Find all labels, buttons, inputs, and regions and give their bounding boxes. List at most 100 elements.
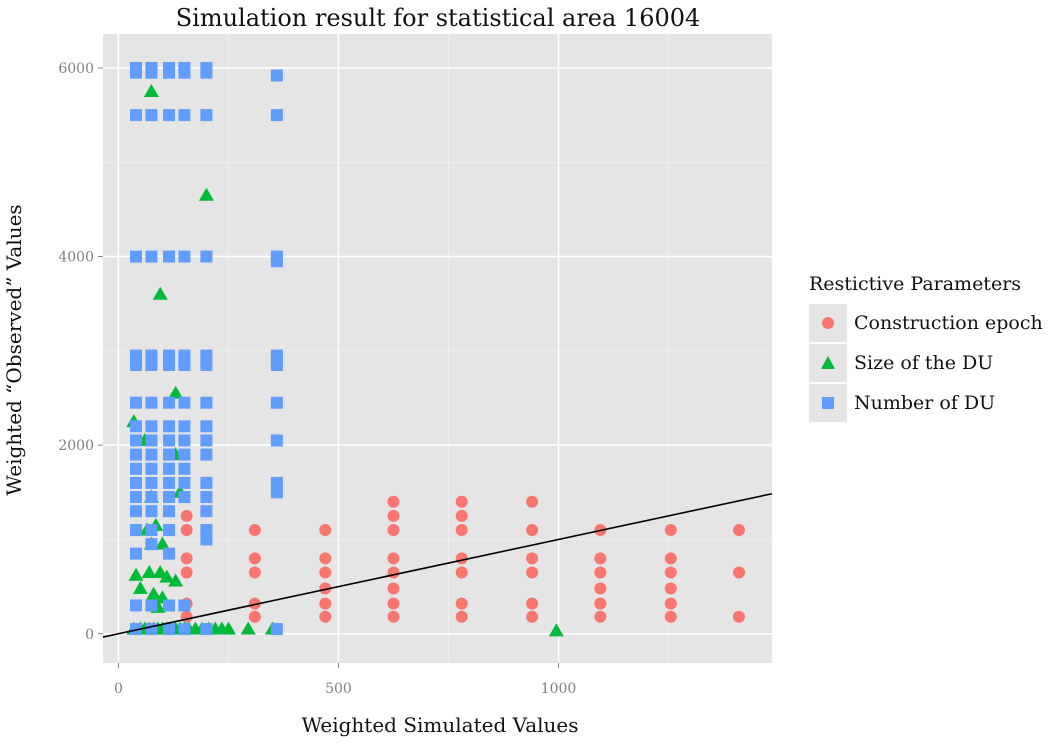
point-size-of-the-du bbox=[198, 187, 214, 201]
point-construction-epoch bbox=[319, 610, 332, 623]
point-number-of-du bbox=[178, 476, 191, 489]
legend-triangle-marker bbox=[821, 356, 835, 369]
point-number-of-du bbox=[178, 462, 191, 475]
legend-square-icon bbox=[809, 384, 847, 422]
point-construction-epoch bbox=[732, 566, 745, 579]
point-construction-epoch bbox=[526, 524, 539, 537]
point-size-of-the-du bbox=[152, 286, 168, 300]
legend-circle-icon bbox=[809, 304, 847, 342]
point-size-of-the-du bbox=[159, 569, 175, 583]
point-number-of-du bbox=[130, 505, 143, 518]
point-size-of-the-du bbox=[143, 84, 159, 98]
point-number-of-du bbox=[178, 599, 191, 612]
point-number-of-du bbox=[163, 109, 176, 122]
point-number-of-du bbox=[163, 396, 176, 409]
point-size-of-the-du bbox=[168, 573, 184, 587]
point-construction-epoch bbox=[387, 524, 400, 537]
point-number-of-du bbox=[130, 109, 143, 122]
point-construction-epoch bbox=[526, 552, 539, 565]
point-number-of-du bbox=[163, 547, 176, 560]
point-construction-epoch bbox=[248, 566, 261, 579]
y-tick-label: 4000 bbox=[58, 250, 94, 266]
point-size-of-the-du bbox=[128, 567, 144, 581]
point-construction-epoch bbox=[180, 610, 193, 623]
point-construction-epoch bbox=[664, 610, 677, 623]
point-number-of-du bbox=[163, 491, 176, 504]
point-construction-epoch bbox=[732, 524, 745, 537]
point-construction-epoch bbox=[180, 509, 193, 522]
y-tick-label: 0 bbox=[85, 627, 94, 643]
point-construction-epoch bbox=[248, 552, 261, 565]
point-number-of-du bbox=[178, 250, 191, 263]
point-number-of-du bbox=[270, 359, 283, 372]
point-construction-epoch bbox=[455, 524, 468, 537]
point-construction-epoch bbox=[526, 597, 539, 610]
grid-lines bbox=[103, 34, 772, 663]
point-number-of-du bbox=[178, 448, 191, 461]
point-number-of-du bbox=[145, 476, 158, 489]
point-number-of-du bbox=[200, 396, 213, 409]
point-number-of-du bbox=[145, 250, 158, 263]
point-construction-epoch bbox=[455, 495, 468, 508]
point-construction-epoch bbox=[664, 597, 677, 610]
point-size-of-the-du bbox=[132, 581, 148, 595]
point-construction-epoch bbox=[387, 610, 400, 623]
point-number-of-du bbox=[145, 491, 158, 504]
point-number-of-du bbox=[270, 476, 283, 489]
point-size-of-the-du bbox=[240, 621, 256, 635]
point-number-of-du bbox=[200, 420, 213, 433]
point-number-of-du bbox=[200, 66, 213, 79]
point-number-of-du bbox=[130, 547, 143, 560]
point-number-of-du bbox=[270, 255, 283, 268]
point-construction-epoch bbox=[455, 566, 468, 579]
point-construction-epoch bbox=[455, 552, 468, 565]
point-construction-epoch bbox=[526, 610, 539, 623]
point-construction-epoch bbox=[180, 552, 193, 565]
y-axis-title: Weighted “Observed” Values bbox=[2, 204, 26, 495]
point-construction-epoch bbox=[455, 509, 468, 522]
point-number-of-du bbox=[130, 359, 143, 372]
point-number-of-du bbox=[130, 476, 143, 489]
point-number-of-du bbox=[163, 359, 176, 372]
point-construction-epoch bbox=[455, 610, 468, 623]
point-construction-epoch bbox=[319, 524, 332, 537]
point-number-of-du bbox=[163, 434, 176, 447]
point-number-of-du bbox=[130, 623, 143, 636]
point-number-of-du bbox=[145, 420, 158, 433]
legend-item-construction-epoch: Construction epoch bbox=[809, 303, 1047, 343]
point-number-of-du bbox=[130, 462, 143, 475]
point-construction-epoch bbox=[248, 610, 261, 623]
legend-square-marker bbox=[822, 397, 834, 409]
point-construction-epoch bbox=[594, 597, 607, 610]
point-construction-epoch bbox=[732, 610, 745, 623]
point-construction-epoch bbox=[180, 524, 193, 537]
legend: Restictive Parameters Construction epoch… bbox=[809, 273, 1047, 423]
point-size-of-the-du bbox=[146, 586, 162, 600]
point-number-of-du bbox=[270, 69, 283, 82]
point-number-of-du bbox=[145, 359, 158, 372]
point-construction-epoch bbox=[180, 566, 193, 579]
point-number-of-du bbox=[178, 66, 191, 79]
point-number-of-du bbox=[178, 109, 191, 122]
point-number-of-du bbox=[130, 524, 143, 537]
point-number-of-du bbox=[145, 538, 158, 551]
point-number-of-du bbox=[200, 533, 213, 546]
plot-panel bbox=[103, 34, 772, 663]
point-construction-epoch bbox=[387, 582, 400, 595]
point-number-of-du bbox=[145, 396, 158, 409]
point-construction-epoch bbox=[455, 597, 468, 610]
legend-triangle-icon bbox=[809, 344, 847, 382]
point-construction-epoch bbox=[664, 552, 677, 565]
point-number-of-du bbox=[270, 486, 283, 499]
point-number-of-du bbox=[130, 434, 143, 447]
point-construction-epoch bbox=[526, 495, 539, 508]
point-number-of-du bbox=[200, 505, 213, 518]
point-number-of-du bbox=[200, 623, 213, 636]
point-number-of-du bbox=[200, 476, 213, 489]
point-construction-epoch bbox=[248, 524, 261, 537]
point-number-of-du bbox=[145, 505, 158, 518]
point-construction-epoch bbox=[248, 597, 261, 610]
legend-circle-marker bbox=[822, 317, 834, 329]
point-number-of-du bbox=[145, 623, 158, 636]
